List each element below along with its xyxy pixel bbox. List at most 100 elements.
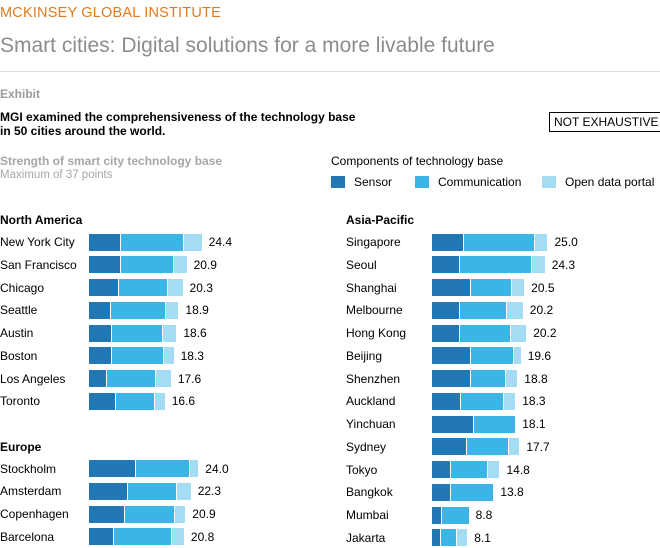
city-label-hong-kong: Hong Kong <box>346 326 407 340</box>
city-label-seoul: Seoul <box>346 257 377 272</box>
bar-sensor-singapore <box>432 233 464 251</box>
bar-value-beijing: 19.6 <box>527 348 552 363</box>
city-label-san-francisco: San Francisco <box>0 257 77 272</box>
strength-note: Maximum of 37 points <box>0 169 113 181</box>
bar-value-seattle: 18.9 <box>185 303 209 318</box>
bar-open-data-chicago <box>168 279 183 296</box>
bar-value-bangkok: 13.8 <box>500 485 524 500</box>
bar-open-data-austin <box>162 324 177 342</box>
exhibit-subtitle: MGI examined the comprehensiveness of th… <box>0 110 380 138</box>
bar-sensor-toronto <box>89 392 115 410</box>
city-label-mumbai: Mumbai <box>346 508 389 522</box>
city-label-chicago: Chicago <box>0 280 45 295</box>
bar-sensor-barcelona <box>89 528 113 546</box>
city-label-austin: Austin <box>0 326 34 340</box>
bar-communication-yinchuan <box>473 415 516 433</box>
city-label-boston: Boston <box>0 348 38 363</box>
page-title: Smart cities: Digital solutions for a mo… <box>0 34 495 57</box>
bar-open-data-stockholm <box>189 460 199 477</box>
bar-sensor-stockholm <box>89 460 136 477</box>
city-label-shenzhen: Shenzhen <box>346 371 401 386</box>
bar-value-chicago: 20.3 <box>189 280 213 295</box>
bar-open-data-copenhagen <box>175 505 186 523</box>
city-label-yinchuan: Yinchuan <box>346 417 396 431</box>
bar-open-data-shanghai <box>512 279 525 296</box>
bar-sensor-shanghai <box>432 279 471 296</box>
bar-sensor-seoul <box>432 256 460 274</box>
bar-value-boston: 18.3 <box>180 348 204 363</box>
bar-communication-chicago <box>119 279 168 296</box>
legend-label-sensor: Sensor <box>354 175 393 189</box>
bar-communication-new-york-city <box>120 233 184 251</box>
bar-value-sydney: 17.7 <box>526 439 550 454</box>
bar-sensor-shenzhen <box>432 370 471 387</box>
city-label-copenhagen: Copenhagen <box>0 507 69 521</box>
bar-open-data-sydney <box>509 438 520 456</box>
bar-value-mumbai: 8.8 <box>475 508 493 522</box>
bar-sensor-bangkok <box>432 483 451 501</box>
legend-label-communication: Communication <box>438 175 522 189</box>
bar-value-hong-kong: 20.2 <box>533 326 557 340</box>
bar-open-data-san-francisco <box>173 256 187 274</box>
bar-value-auckland: 18.3 <box>522 394 546 409</box>
city-label-stockholm: Stockholm <box>0 461 57 476</box>
bar-open-data-hong-kong <box>510 324 527 342</box>
city-label-shanghai: Shanghai <box>346 280 397 295</box>
bar-communication-singapore <box>464 233 534 251</box>
bar-value-yinchuan: 18.1 <box>522 417 546 431</box>
bar-open-data-new-york-city <box>184 233 202 251</box>
bar-sensor-melbourne <box>432 301 460 319</box>
bar-open-data-singapore <box>534 233 548 251</box>
bar-communication-stockholm <box>136 460 189 477</box>
bar-communication-austin <box>112 324 162 342</box>
legend-swatch-sensor <box>331 176 345 188</box>
bar-value-jakarta: 8.1 <box>474 530 491 545</box>
legend-title: Components of technology base <box>331 154 504 168</box>
legend-swatch-open-data-portal <box>542 176 556 188</box>
bar-communication-hong-kong <box>460 324 510 342</box>
bar-sensor-sydney <box>432 438 466 456</box>
bar-communication-mumbai <box>441 506 469 524</box>
legend-swatch-communication <box>415 176 429 188</box>
legend: Sensor Communication Open data portal <box>331 175 660 191</box>
bar-open-data-amsterdam <box>177 482 191 500</box>
bar-value-austin: 18.6 <box>183 326 207 340</box>
exhibit-label: Exhibit <box>0 87 41 101</box>
region-title-north-america: North America <box>0 213 83 227</box>
exhibit-subtitle-line-2: in 50 cities around the world. <box>0 124 166 138</box>
brand-name: MCKINSEY GLOBAL INSTITUTE <box>0 5 221 21</box>
bar-communication-jakarta <box>440 529 457 547</box>
bar-communication-bangkok <box>451 483 494 501</box>
bar-value-copenhagen: 20.9 <box>192 507 216 521</box>
bar-sensor-mumbai <box>432 506 441 524</box>
bar-open-data-beijing <box>513 347 521 365</box>
city-label-los-angeles: Los Angeles <box>0 371 66 386</box>
bar-communication-shenzhen <box>471 370 505 387</box>
bar-sensor-copenhagen <box>89 505 124 523</box>
bar-value-seoul: 24.3 <box>551 257 576 272</box>
city-label-sydney: Sydney <box>346 439 387 454</box>
bar-sensor-tokyo <box>432 461 451 478</box>
not-exhaustive-badge: NOT EXHAUSTIVE <box>549 112 660 132</box>
bar-open-data-seattle <box>165 301 179 319</box>
bar-communication-sydney <box>466 438 509 456</box>
bar-communication-toronto <box>115 392 155 410</box>
bar-sensor-chicago <box>89 279 119 296</box>
bar-value-new-york-city: 24.4 <box>208 235 233 249</box>
city-label-melbourne: Melbourne <box>346 303 403 318</box>
bar-open-data-boston <box>164 347 174 365</box>
bar-value-shenzhen: 18.8 <box>524 371 548 386</box>
bar-communication-beijing <box>471 347 513 365</box>
bar-communication-amsterdam <box>128 482 177 500</box>
bar-sensor-beijing <box>432 347 471 365</box>
bar-value-singapore: 25.0 <box>554 235 578 249</box>
exhibit-subtitle-line-1: MGI examined the comprehensiveness of th… <box>0 110 356 124</box>
bar-open-data-shenzhen <box>505 370 518 387</box>
city-label-singapore: Singapore <box>346 235 401 249</box>
bar-sensor-auckland <box>432 392 460 410</box>
bar-communication-shanghai <box>471 279 512 296</box>
bar-open-data-seoul <box>532 256 545 274</box>
bar-open-data-jakarta <box>457 529 468 547</box>
bar-open-data-tokyo <box>488 461 500 478</box>
bar-sensor-yinchuan <box>432 415 473 433</box>
